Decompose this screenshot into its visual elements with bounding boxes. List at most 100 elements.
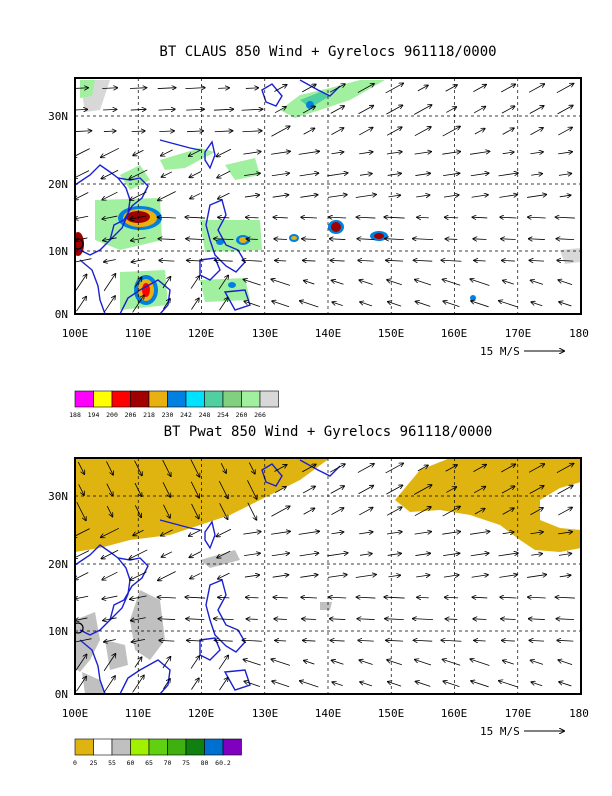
wind-vector (332, 682, 343, 687)
wind-vector (498, 553, 518, 557)
wind-vector (558, 173, 571, 175)
colorbar-swatch (93, 390, 113, 408)
colorbar-swatch (185, 738, 205, 756)
dry-region (75, 458, 330, 552)
axis-claus: 100E 110E 120E 130E 140E 150E 160E 170E … (48, 110, 589, 340)
coast-indochina (75, 544, 149, 636)
wind-vector (558, 507, 572, 516)
wind-vector (213, 109, 233, 110)
panel-claus-plot (75, 78, 581, 314)
colorbar-label: 65 (145, 759, 153, 767)
wind-vector (332, 660, 344, 665)
colorbar-label: 248 (199, 411, 211, 419)
colorbar-label: 254 (217, 411, 229, 419)
wind-vector (158, 109, 175, 110)
x-tick-label: 180 (569, 707, 589, 720)
wind-vector (471, 301, 489, 308)
wind-vector (359, 508, 372, 516)
wind-vector (385, 463, 404, 474)
wind-vector (327, 553, 347, 557)
wind-vector (101, 527, 120, 537)
wind-vector (189, 529, 202, 537)
wind-vector (385, 619, 404, 620)
wind-vector (304, 281, 315, 285)
axis-pwat: 100E 110E 120E 130E 140E 150E 160E 170E … (48, 490, 589, 720)
wind-vector (529, 640, 545, 641)
wind-vector (415, 173, 430, 175)
wind-vector (415, 660, 432, 666)
wind-vector (159, 260, 175, 261)
pwat-grey (200, 550, 240, 568)
wind-vector (443, 279, 461, 286)
cloud-shade (560, 248, 580, 264)
wind-vector (246, 217, 259, 218)
wind-vector (244, 575, 259, 577)
grid-claus (75, 78, 581, 314)
wind-vector (219, 678, 227, 691)
wind-vector (219, 298, 227, 311)
colorbar-swatch (93, 738, 113, 756)
wind-vector (386, 485, 402, 495)
wind-vector (529, 619, 545, 620)
wind-vector (130, 109, 146, 110)
coast-palawan (199, 637, 221, 661)
wind-vector (531, 660, 544, 665)
wind-vector (555, 217, 575, 218)
x-tick-label: 170E (505, 327, 532, 340)
wind-vector (474, 640, 486, 641)
cloud-band (280, 80, 385, 118)
wind-vector (558, 660, 573, 665)
wind-vector (557, 485, 573, 495)
wind-vector (163, 679, 170, 690)
wind-vector (242, 131, 261, 132)
wind-vector (502, 508, 514, 515)
wind-vector (242, 260, 262, 261)
wind-vector (246, 619, 258, 620)
wind-vector (556, 239, 575, 240)
wind-vector (75, 274, 87, 291)
wind-vector (442, 126, 460, 137)
wind-vector (190, 481, 199, 498)
wind-vector (557, 260, 574, 261)
wind-vector (158, 571, 176, 581)
wind-vector (104, 676, 116, 693)
wind-vector (215, 260, 233, 261)
wind-vector (246, 597, 259, 598)
wind-vector (501, 486, 515, 494)
wind-vector (386, 127, 402, 136)
wind-vector (75, 654, 87, 671)
wind-vector (469, 531, 489, 535)
wind-vector (470, 553, 489, 557)
wind-vector (443, 553, 459, 555)
cloud-band (160, 148, 215, 170)
wind-vector (470, 659, 490, 666)
wind-vector (158, 619, 176, 620)
wind-vector (330, 106, 344, 114)
wind-vector (189, 149, 202, 157)
colorbar-swatch (204, 738, 224, 756)
wind-vector (388, 302, 402, 307)
y-tick-label: 30N (48, 490, 68, 503)
wind-vector (359, 280, 373, 285)
wind-vector (386, 152, 402, 154)
wind-vector (472, 217, 488, 218)
vector-key-label: 15 M/S (480, 725, 520, 738)
wind-vector (558, 553, 571, 555)
y-tick-label: 20N (48, 178, 68, 191)
wind-vector (503, 280, 514, 285)
wind-vector (244, 553, 260, 555)
wind-vector (244, 681, 261, 687)
pwat-grey (82, 672, 106, 694)
wind-vector (271, 126, 289, 137)
wind-vector (161, 529, 173, 536)
colorbar-label: 260 (236, 411, 248, 419)
wind-vector (244, 173, 260, 175)
wind-vector (502, 640, 515, 641)
wind-vector (218, 275, 228, 290)
colorbar-swatch (185, 390, 205, 408)
plot-frame (74, 457, 582, 695)
wind-vector (556, 619, 575, 620)
x-tick-label: 110E (125, 327, 152, 340)
wind-vector (77, 461, 84, 474)
wind-vector (274, 619, 287, 620)
